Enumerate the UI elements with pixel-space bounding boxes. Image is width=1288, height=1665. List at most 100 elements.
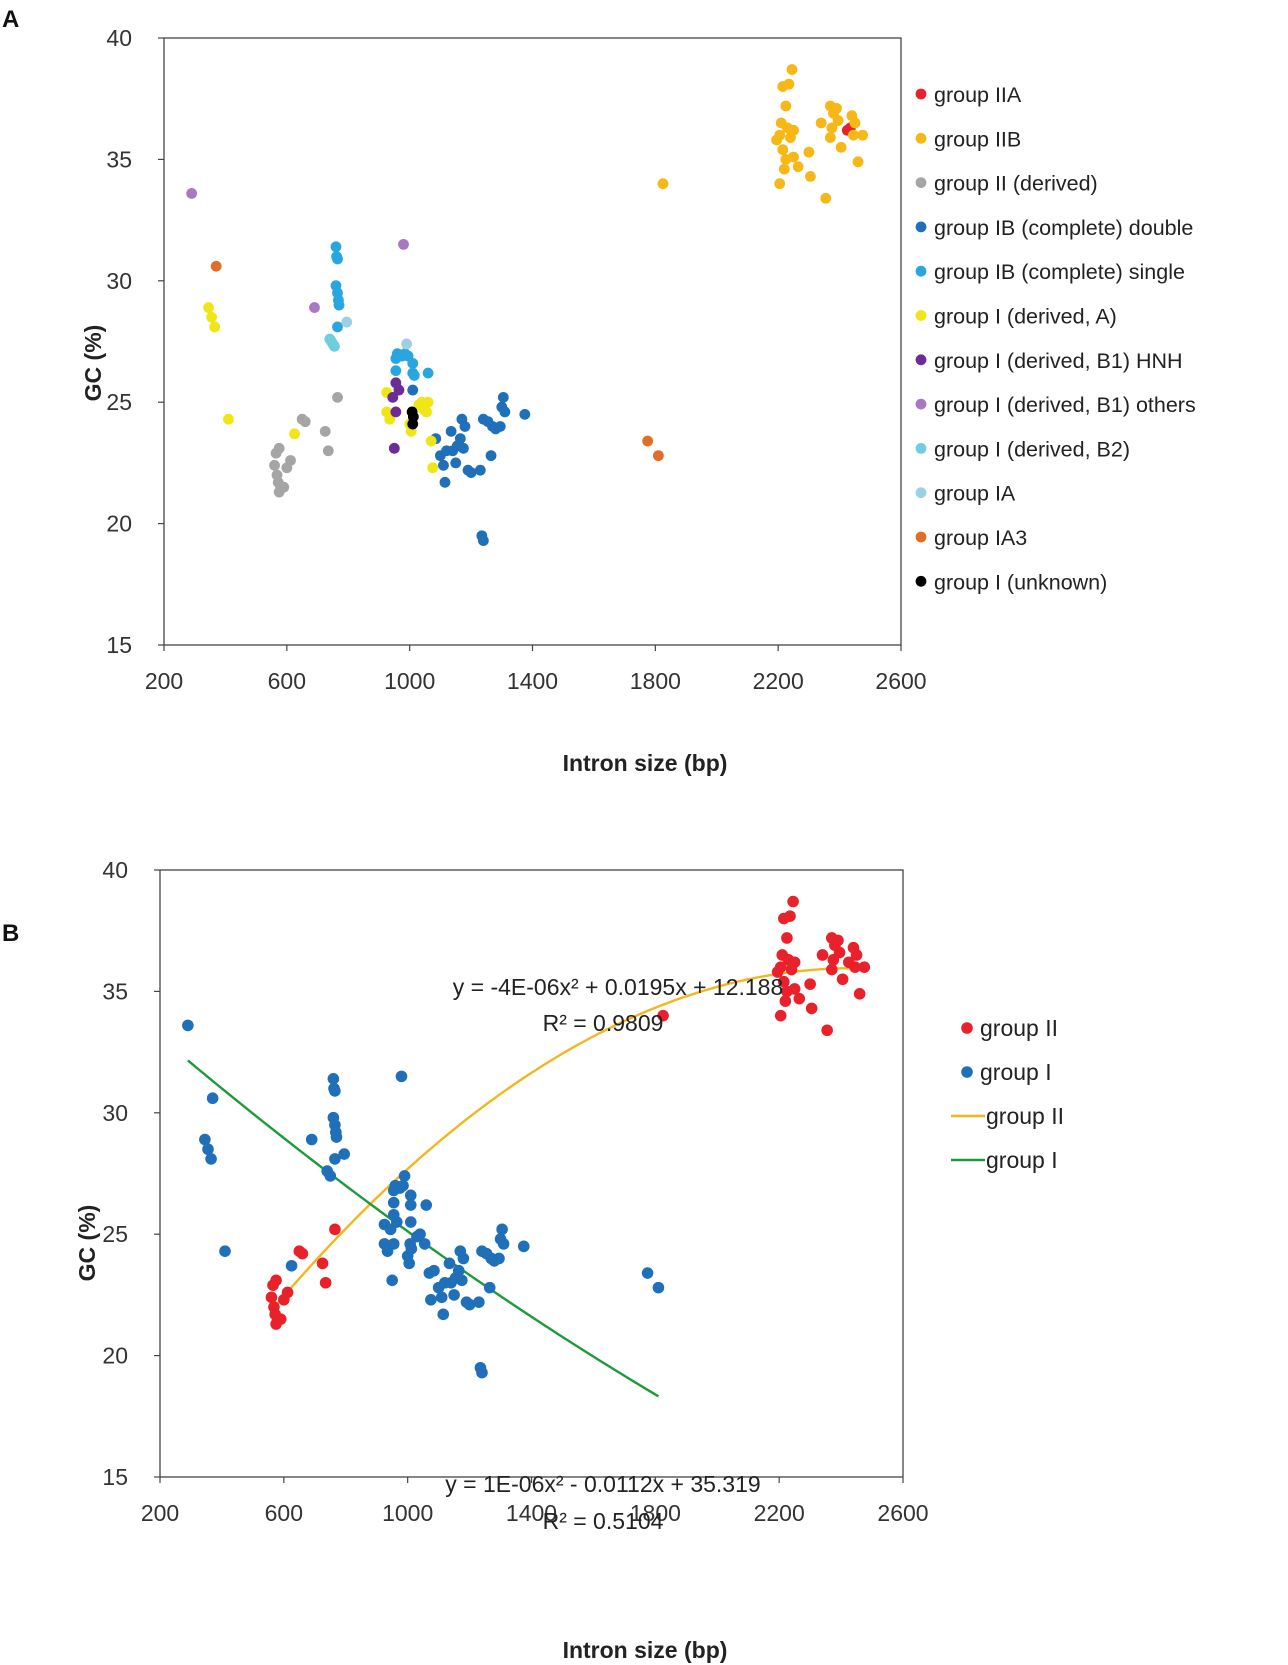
- data-point-group-i: [414, 1228, 426, 1240]
- legend-label: group I (derived, B1) others: [934, 393, 1196, 417]
- legend-marker: [915, 443, 927, 454]
- data-point-group-ib-complete-single: [390, 365, 402, 377]
- data-point-group-iib: [657, 178, 669, 190]
- data-point-group-ii: [319, 1276, 332, 1289]
- data-point-group-iib: [826, 122, 838, 134]
- data-point-group-ii: [265, 1291, 278, 1304]
- legend-marker: [915, 88, 927, 100]
- legend-label: group I (derived, A): [934, 305, 1117, 329]
- panel-a-ylabel: GC (%): [80, 325, 106, 402]
- data-point-group-i: [418, 1238, 431, 1250]
- panel-a-y-tick-label: 15: [106, 632, 132, 658]
- legend-marker: [961, 1022, 973, 1034]
- data-point-group-i: [437, 1308, 450, 1321]
- data-point-group-ib-complete-double: [474, 464, 486, 476]
- data-point-group-i-derived-b2: [329, 340, 340, 352]
- legend-marker: [915, 398, 927, 410]
- data-point-group-i-derived-a: [384, 413, 396, 425]
- legend-marker: [915, 221, 927, 233]
- panel-b-ylabel: GC (%): [74, 1205, 100, 1282]
- data-point-group-ii-derived: [273, 442, 285, 454]
- data-point-group-ib-complete-double: [477, 535, 489, 546]
- data-point-group-ib-complete-single: [332, 321, 343, 333]
- data-point-group-i: [483, 1281, 496, 1294]
- legend-label: group IA3: [934, 526, 1027, 550]
- data-point-group-ii-derived: [285, 455, 296, 466]
- data-point-group-ii: [281, 1286, 294, 1299]
- data-point-group-ib-complete-single: [330, 241, 342, 253]
- data-point-group-ii: [774, 1009, 787, 1022]
- panel-a-y-tick-label: 20: [106, 511, 132, 537]
- data-point-group-iib: [831, 103, 842, 114]
- data-point-group-i: [497, 1238, 510, 1250]
- data-point-group-ib-complete-double: [445, 425, 457, 437]
- data-point-group-i: [641, 1267, 654, 1279]
- data-point-group-i: [387, 1238, 400, 1250]
- panel-a-x-tick-label: 200: [145, 668, 183, 694]
- data-point-group-i-derived-b1-hnh: [390, 406, 402, 418]
- data-point-group-i: [386, 1274, 398, 1287]
- data-point-group-i-derived-a: [425, 435, 437, 447]
- data-point-group-i: [463, 1298, 476, 1311]
- legend-label: group II: [986, 1103, 1064, 1129]
- panel-b-y-tick-label: 35: [102, 978, 128, 1004]
- panel-a-y-tick-label: 25: [106, 389, 132, 415]
- panel-b-x-tick-label: 200: [141, 1500, 179, 1526]
- data-point-group-iib: [832, 115, 844, 126]
- data-point-group-ii: [853, 988, 866, 1000]
- data-point-group-i-unknown: [407, 418, 419, 430]
- data-point-group-ii: [850, 949, 863, 961]
- data-point-group-iib: [792, 161, 804, 173]
- data-point-group-ib-complete-double: [450, 457, 462, 469]
- data-point-group-iib: [824, 132, 836, 143]
- data-point-group-iib: [788, 151, 799, 163]
- legend-label: group IIB: [934, 127, 1021, 151]
- legend-marker: [915, 132, 927, 144]
- data-point-group-ii: [833, 946, 846, 959]
- data-point-group-i: [405, 1242, 418, 1255]
- data-point-group-i: [329, 1153, 341, 1165]
- data-point-group-i: [391, 1216, 403, 1228]
- data-point-group-i-derived-a: [289, 428, 300, 440]
- legend-label: group IIA: [934, 83, 1022, 107]
- data-point-group-ia3: [642, 435, 654, 447]
- legend-marker: [961, 1066, 973, 1078]
- panel-a-y-tick-label: 40: [106, 25, 132, 51]
- data-point-group-ii-derived: [269, 459, 280, 471]
- data-point-group-ii: [821, 1024, 833, 1037]
- data-point-group-i-derived-a: [223, 413, 234, 425]
- data-point-group-ia: [341, 316, 353, 328]
- panel-b-x-tick-label: 2200: [754, 1500, 805, 1526]
- data-point-group-iib: [852, 156, 864, 168]
- legend-label: group I: [980, 1059, 1052, 1085]
- data-point-group-i-derived-b1-others: [309, 302, 320, 313]
- data-point-group-ib-complete-double: [485, 450, 497, 462]
- data-point-group-ii: [843, 956, 855, 969]
- data-point-group-i: [403, 1257, 416, 1270]
- data-point-group-i: [285, 1259, 298, 1272]
- data-point-group-ib-complete-double: [494, 421, 506, 432]
- panel-a-x-tick-label: 2600: [875, 668, 926, 694]
- legend-label: group II (derived): [934, 172, 1098, 196]
- data-point-group-ii: [816, 949, 829, 961]
- data-point-group-ib-complete-double: [458, 442, 469, 454]
- data-point-group-i: [425, 1293, 437, 1306]
- data-point-group-i: [448, 1289, 460, 1301]
- panel-b-x-tick-label: 600: [265, 1500, 303, 1526]
- legend-marker: [915, 265, 927, 277]
- panel-a-label: A: [2, 6, 19, 33]
- legend-label: group IB (complete) double: [934, 216, 1193, 240]
- data-point-group-ib-complete-single: [333, 299, 345, 311]
- legend-label: group IA: [934, 482, 1016, 506]
- data-point-group-i: [404, 1189, 417, 1202]
- data-point-group-i: [327, 1073, 340, 1085]
- panel-a-x-tick-label: 600: [268, 668, 306, 694]
- data-point-group-iib: [778, 163, 790, 175]
- data-point-group-i: [476, 1366, 488, 1379]
- data-point-group-iib: [777, 144, 789, 156]
- legend-marker: [915, 310, 927, 321]
- data-point-group-ii-derived: [299, 416, 311, 428]
- data-point-group-ii: [270, 1274, 282, 1287]
- panel-b-y-tick-label: 40: [102, 857, 128, 883]
- data-point-group-i-derived-b1-others: [398, 238, 409, 250]
